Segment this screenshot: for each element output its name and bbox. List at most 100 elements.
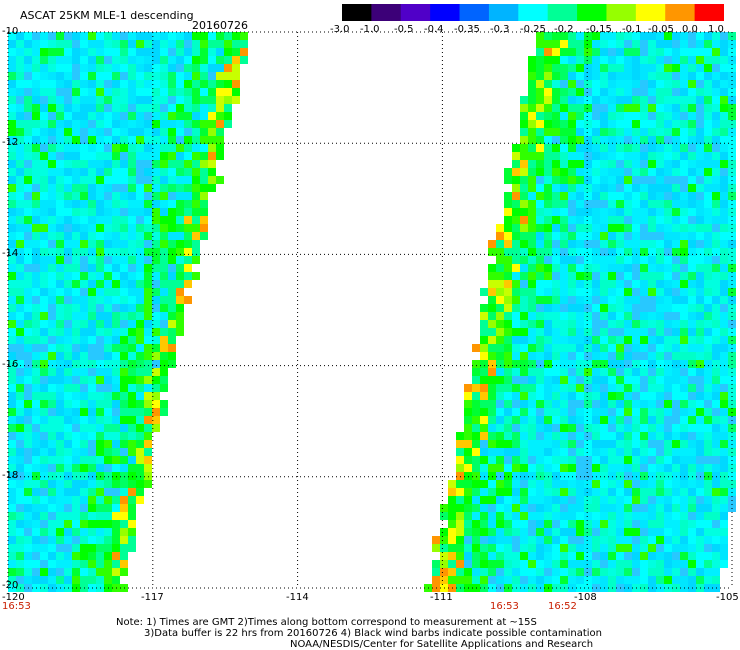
wind-cell [480, 440, 488, 448]
wind-cell [40, 480, 48, 488]
wind-cell [488, 416, 496, 424]
wind-cell [528, 392, 536, 400]
wind-cell [560, 48, 568, 56]
wind-cell [560, 208, 568, 216]
wind-cell [544, 248, 552, 256]
wind-cell [80, 176, 88, 184]
wind-cell [512, 176, 520, 184]
wind-cell [520, 328, 528, 336]
wind-cell [720, 520, 728, 528]
wind-cell [144, 464, 152, 472]
wind-cell [624, 160, 632, 168]
wind-cell [592, 96, 600, 104]
wind-cell [552, 552, 560, 560]
wind-cell [56, 160, 64, 168]
wind-cell [536, 528, 544, 536]
wind-cell [40, 456, 48, 464]
wind-cell [160, 272, 168, 280]
wind-cell [640, 336, 648, 344]
wind-cell [112, 88, 120, 96]
wind-cell [512, 544, 520, 552]
wind-cell [536, 128, 544, 136]
wind-cell [64, 248, 72, 256]
wind-cell [32, 112, 40, 120]
wind-cell [664, 72, 672, 80]
wind-cell [112, 544, 120, 552]
wind-cell [688, 536, 696, 544]
wind-cell [600, 128, 608, 136]
wind-cell [464, 528, 472, 536]
wind-cell [88, 296, 96, 304]
wind-cell [656, 368, 664, 376]
wind-cell [200, 80, 208, 88]
wind-cell [544, 184, 552, 192]
wind-cell [80, 352, 88, 360]
wind-cell [664, 96, 672, 104]
wind-cell [616, 104, 624, 112]
wind-cell [176, 248, 184, 256]
wind-cell [216, 48, 224, 56]
wind-cell [696, 480, 704, 488]
wind-cell [536, 192, 544, 200]
color-scale-segment [577, 4, 607, 21]
wind-cell [568, 128, 576, 136]
wind-cell [704, 112, 712, 120]
wind-cell [56, 496, 64, 504]
wind-cell [8, 432, 16, 440]
wind-cell [576, 448, 584, 456]
wind-cell [64, 520, 72, 528]
wind-cell [208, 152, 216, 160]
wind-cell [608, 480, 616, 488]
wind-cell [160, 136, 168, 144]
wind-cell [688, 408, 696, 416]
wind-cell [184, 240, 192, 248]
wind-cell [544, 400, 552, 408]
wind-cell [536, 448, 544, 456]
wind-cell [616, 416, 624, 424]
swath-time-label: 16:53 [2, 601, 31, 612]
wind-cell [512, 376, 520, 384]
wind-cell [48, 200, 56, 208]
wind-cell [624, 144, 632, 152]
wind-cell [8, 288, 16, 296]
wind-cell [40, 392, 48, 400]
wind-cell [512, 192, 520, 200]
wind-cell [600, 376, 608, 384]
wind-cell [16, 424, 24, 432]
wind-cell [112, 176, 120, 184]
wind-cell [16, 208, 24, 216]
lon-label: -105 [716, 592, 739, 603]
wind-cell [144, 480, 152, 488]
wind-cell [112, 256, 120, 264]
wind-cell [704, 320, 712, 328]
wind-cell [168, 232, 176, 240]
wind-cell [168, 248, 176, 256]
wind-cell [568, 288, 576, 296]
wind-cell [96, 344, 104, 352]
wind-cell [136, 184, 144, 192]
wind-cell [600, 392, 608, 400]
wind-cell [648, 560, 656, 568]
wind-cell [168, 176, 176, 184]
wind-cell [640, 432, 648, 440]
wind-cell [640, 192, 648, 200]
wind-cell [8, 72, 16, 80]
wind-cell [536, 424, 544, 432]
wind-cell [544, 528, 552, 536]
wind-cell [112, 440, 120, 448]
wind-cell [176, 160, 184, 168]
wind-cell [664, 192, 672, 200]
wind-cell [616, 80, 624, 88]
wind-cell [80, 360, 88, 368]
wind-cell [608, 448, 616, 456]
wind-cell [48, 168, 56, 176]
wind-cell [600, 560, 608, 568]
wind-cell [640, 120, 648, 128]
wind-cell [664, 288, 672, 296]
wind-cell [680, 504, 688, 512]
wind-cell [632, 152, 640, 160]
wind-cell [656, 144, 664, 152]
wind-cell [504, 504, 512, 512]
wind-cell [88, 32, 96, 40]
wind-cell [32, 136, 40, 144]
